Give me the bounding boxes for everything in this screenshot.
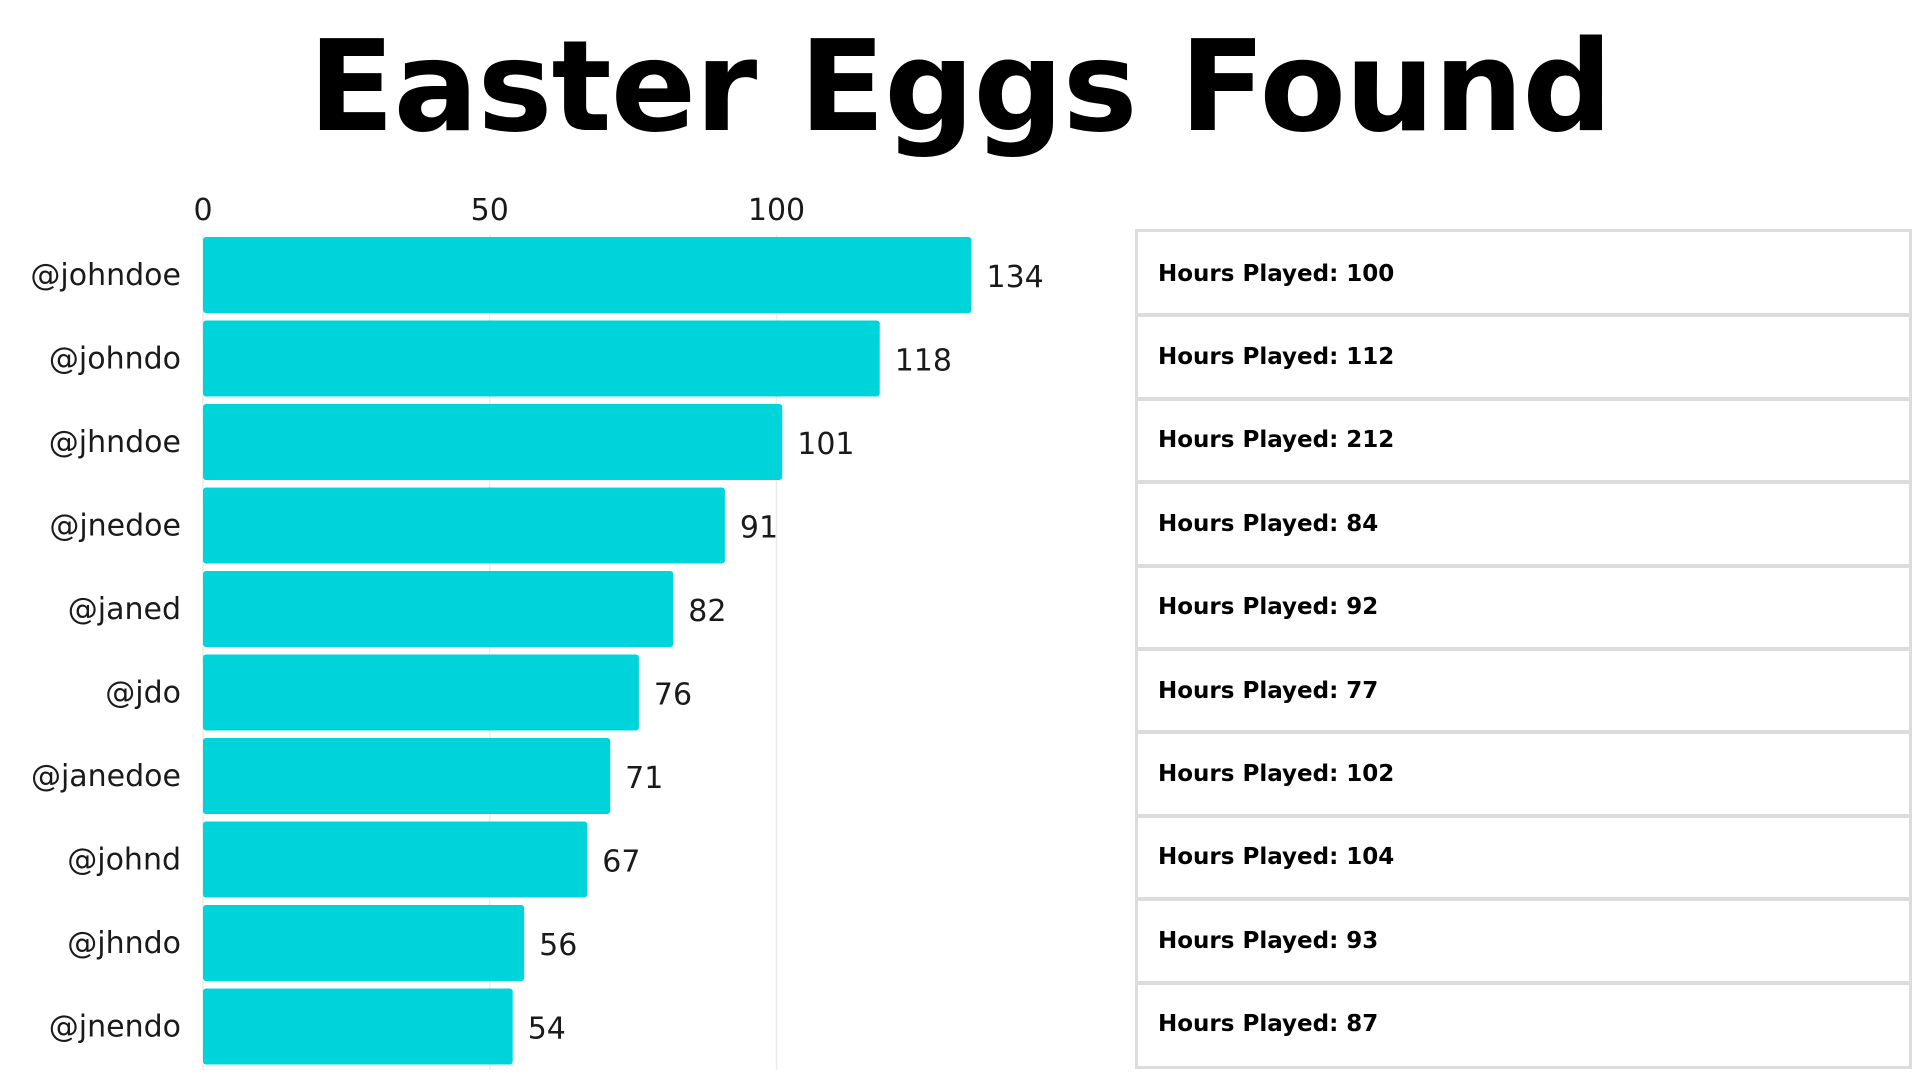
- hours-played-row: Hours Played: 102: [1158, 761, 1395, 788]
- x-tick-label: 50: [471, 193, 509, 228]
- value-label: 71: [625, 761, 663, 796]
- category-label: @johnd: [67, 843, 181, 878]
- chart-title: Easter Eggs Found: [308, 13, 1612, 160]
- category-label: @johndo: [49, 342, 181, 377]
- category-label: @jhndoe: [49, 425, 181, 460]
- bar: [203, 404, 783, 480]
- category-label: @jnedoe: [49, 509, 181, 544]
- value-label: 54: [528, 1012, 566, 1047]
- row-divider: [1138, 813, 1909, 818]
- value-label: 134: [986, 260, 1043, 295]
- value-label: 101: [797, 427, 854, 462]
- bar: [203, 487, 725, 564]
- hours-played-row: Hours Played: 84: [1158, 510, 1379, 537]
- row-divider: [1138, 313, 1909, 318]
- row-divider: [1138, 480, 1909, 485]
- category-label: @jhndo: [67, 926, 181, 961]
- row-divider: [1138, 396, 1909, 401]
- hours-played-row: Hours Played: 212: [1158, 427, 1395, 454]
- value-labels: 134 118 101 91 82 76 71 67 56 54: [528, 260, 1044, 1047]
- bar: [203, 821, 588, 898]
- row-divider: [1138, 730, 1909, 735]
- bar: [203, 654, 639, 731]
- bar: [203, 738, 611, 814]
- hours-played-row: Hours Played: 93: [1158, 927, 1379, 954]
- category-label: @janed: [68, 592, 181, 627]
- category-label: @johndoe: [30, 258, 181, 293]
- x-tick-label: 0: [193, 193, 212, 228]
- value-label: 82: [688, 594, 726, 629]
- hours-played-row: Hours Played: 87: [1158, 1011, 1379, 1038]
- bar: [203, 237, 972, 313]
- bar: [203, 320, 880, 397]
- bar-chart: 0 50 100 @johndoe @johndo @jhndoe @jnedoe @jan…: [30, 193, 1044, 1070]
- value-label: 118: [895, 344, 952, 379]
- category-labels: @johndoe @johndo @jhndoe @jnedoe @janed @jdo @…: [30, 258, 181, 1045]
- row-divider: [1138, 980, 1909, 985]
- bar: [203, 905, 525, 981]
- hours-played-row: Hours Played: 92: [1158, 594, 1379, 621]
- bar: [203, 571, 674, 647]
- hours-played-row: Hours Played: 100: [1158, 260, 1395, 287]
- category-label: @jnendo: [49, 1010, 181, 1045]
- category-label: @jdo: [105, 676, 181, 711]
- row-divider: [1138, 897, 1909, 902]
- value-label: 67: [602, 845, 640, 880]
- row-divider: [1138, 563, 1909, 568]
- hours-played-row: Hours Played: 112: [1158, 344, 1395, 371]
- bars: [203, 237, 972, 1065]
- value-label: 56: [539, 928, 577, 963]
- value-label: 76: [654, 678, 692, 713]
- x-tick-label: 100: [748, 193, 805, 228]
- x-axis-ticks: 0 50 100: [193, 193, 805, 228]
- row-divider: [1138, 647, 1909, 651]
- bar: [203, 988, 513, 1065]
- category-label: @janedoe: [31, 759, 181, 794]
- value-label: 91: [740, 511, 778, 546]
- hours-played-row: Hours Played: 77: [1158, 677, 1379, 704]
- hours-played-row: Hours Played: 104: [1158, 844, 1395, 871]
- hours-played-panel: Hours Played: 100 Hours Played: 112 Hours …: [1135, 229, 1912, 1069]
